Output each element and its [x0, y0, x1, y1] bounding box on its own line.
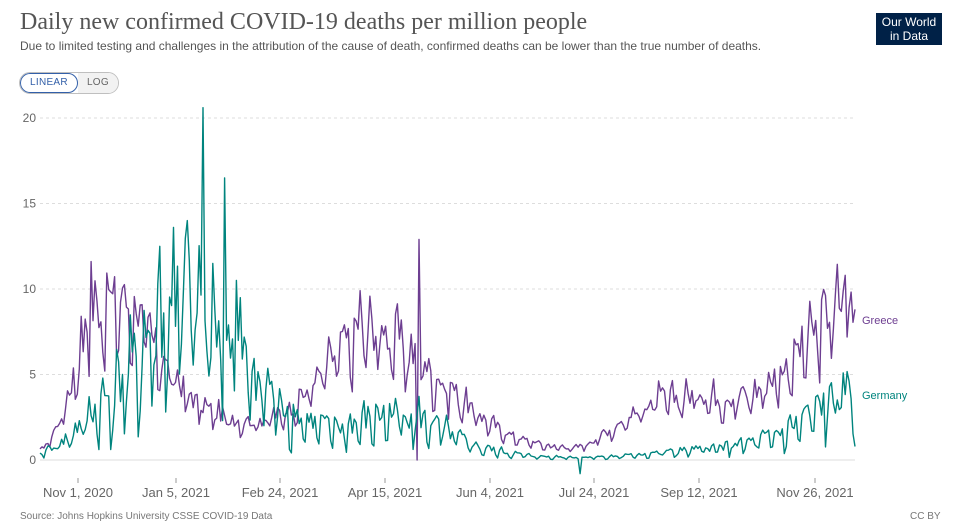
logo-line-2: in Data [889, 29, 929, 43]
series-label-greece: Greece [862, 315, 898, 327]
x-tick-label: Feb 24, 2021 [242, 485, 319, 500]
scale-toggle: LINEAR LOG [19, 72, 119, 94]
series-line-greece [39, 238, 856, 461]
x-tick-label: Apr 15, 2021 [348, 485, 422, 500]
source-note: Source: Johns Hopkins University CSSE CO… [20, 511, 273, 522]
owid-logo[interactable]: Our World in Data [876, 13, 942, 45]
x-tick-label: Sep 12, 2021 [660, 485, 737, 500]
line-chart: 0 5 10 15 20 Nov 1, 2020 Jan 5, 2021 Feb 24, 20… [23, 107, 908, 500]
y-tick-label: 15 [23, 197, 37, 211]
y-tick-label: 5 [29, 368, 36, 382]
x-tick-label: Jul 24, 2021 [559, 485, 630, 500]
chart-subtitle: Due to limited testing and challenges in… [20, 39, 762, 53]
linear-scale-button[interactable]: LINEAR [20, 73, 78, 93]
x-tick-label: Jan 5, 2021 [142, 485, 210, 500]
license-note[interactable]: CC BY [910, 511, 941, 522]
chart-title: Daily new confirmed COVID-19 deaths per … [20, 9, 588, 35]
series-label-germany: Germany [862, 390, 908, 402]
x-tick-label: Nov 26, 2021 [776, 485, 853, 500]
log-scale-button[interactable]: LOG [77, 73, 118, 93]
y-tick-label: 0 [29, 453, 36, 467]
x-tick-label: Jun 4, 2021 [456, 485, 524, 500]
x-tick-label: Nov 1, 2020 [43, 485, 113, 500]
logo-line-1: Our World [881, 15, 937, 29]
y-tick-label: 20 [23, 111, 37, 125]
y-tick-label: 10 [23, 282, 37, 296]
series-line-germany [39, 107, 856, 475]
